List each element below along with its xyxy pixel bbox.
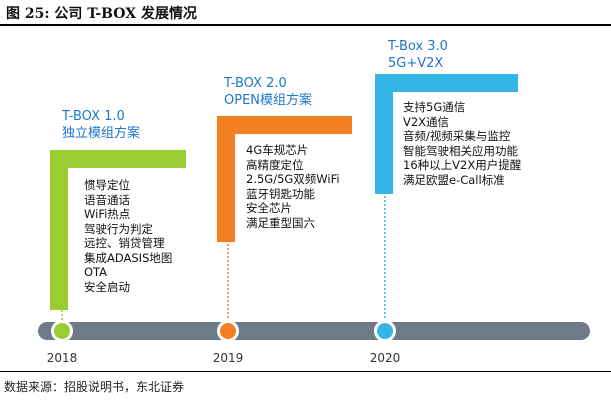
stage-3-bracket-top: [375, 74, 518, 92]
timeline-bar: [38, 322, 590, 340]
stage-3-title-line1: T-Box 3.0: [388, 39, 448, 54]
year-label-2018: 2018: [47, 351, 78, 365]
feature-item: 蓝牙钥匙功能: [246, 186, 315, 201]
year-label-2020: 2020: [370, 351, 401, 365]
feature-item: 驾驶行为判定: [84, 221, 153, 236]
stage-3-feature-list: 支持5G通信 V2X通信 音频/视频采集与监控 智能驾驶相关应用功能 16种以上…: [403, 100, 521, 187]
feature-item: 满足重型国六: [246, 215, 315, 230]
feature-item: 集成ADASIS地图: [84, 250, 173, 265]
feature-item: WiFi热点: [84, 207, 131, 221]
feature-item: V2X通信: [403, 114, 450, 129]
feature-item: 4G车规芯片: [246, 143, 309, 157]
feature-item: 16种以上V2X用户提醒: [403, 158, 522, 172]
feature-item: 安全启动: [84, 279, 130, 294]
timeline-diagram: 2018 2019 2020: [38, 74, 590, 365]
stage-2-feature-list: 4G车规芯片 高精度定位 2.5G/5G双频WiFi 蓝牙钥匙功能 安全芯片 满…: [246, 143, 340, 230]
stage-1-bracket-top: [50, 150, 186, 168]
stage-2-title: T-BOX 2.0 OPEN模组方案: [224, 75, 312, 109]
stage-1-title-line1: T-BOX 1.0: [62, 109, 125, 124]
stage-3-title-line2: 5G+V2X: [388, 56, 444, 71]
feature-item: 支持5G通信: [403, 100, 466, 114]
feature-item: 满足欧盟e-Call标准: [403, 172, 505, 187]
stage-3-bracket-side: [375, 74, 393, 194]
stage-2-bracket-side: [217, 116, 235, 242]
node-2019: [217, 320, 239, 342]
stage-1-bracket-side: [50, 150, 68, 310]
feature-item: 智能驾驶相关应用功能: [403, 143, 518, 158]
feature-item: 远控、销贷管理: [84, 236, 165, 250]
stage-2-title-line2: OPEN模组方案: [224, 93, 313, 108]
node-2020: [374, 320, 396, 342]
stage-1-title: T-BOX 1.0 独立模组方案: [62, 108, 140, 142]
data-source-note: 数据来源：招股说明书，东北证券: [4, 380, 185, 394]
stage-2-bracket-top: [217, 116, 352, 134]
caption-divider: [0, 24, 611, 26]
footer-divider: [0, 371, 611, 372]
feature-item: OTA: [84, 265, 108, 279]
feature-item: 语音通话: [84, 192, 130, 207]
stage-1-feature-list: 惯导定位 语音通话 WiFi热点 驾驶行为判定 远控、销贷管理 集成ADASIS…: [84, 178, 172, 294]
feature-item: 2.5G/5G双频WiFi: [246, 172, 340, 186]
stage-3-title: T-Box 3.0 5G+V2X: [388, 38, 448, 72]
feature-item: 音频/视频采集与监控: [403, 129, 511, 143]
year-label-2019: 2019: [213, 351, 244, 365]
node-2018: [51, 320, 73, 342]
figure-title: 图 25: 公司 T-BOX 发展情况: [6, 6, 197, 22]
feature-item: 安全芯片: [246, 201, 292, 215]
stage-2-title-line1: T-BOX 2.0: [224, 76, 287, 91]
feature-item: 惯导定位: [84, 178, 130, 192]
feature-item: 高精度定位: [246, 157, 304, 172]
figure-caption: 图 25: 公司 T-BOX 发展情况: [0, 0, 611, 24]
stage-1-title-line2: 独立模组方案: [62, 126, 141, 141]
